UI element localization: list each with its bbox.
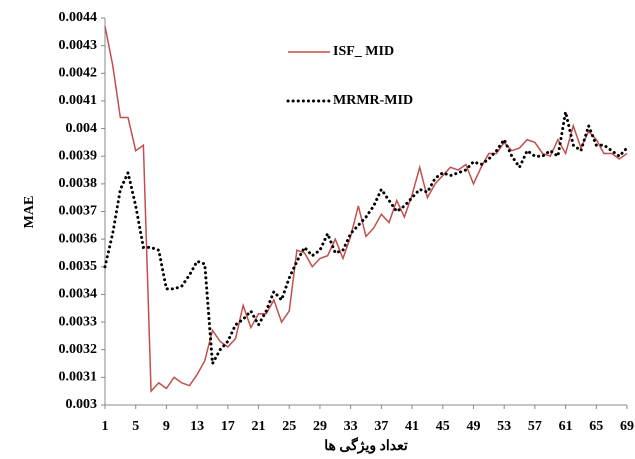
legend-label: MRMR-MID [333, 93, 413, 108]
y-tick-label: 0.0032 [59, 342, 98, 357]
y-tick-label: 0.0033 [59, 314, 98, 329]
y-tick-label: 0.0036 [59, 231, 98, 246]
x-tick-label: 5 [132, 419, 139, 434]
x-tick-label: 57 [528, 419, 542, 434]
y-tick-label: 0.0041 [59, 93, 98, 108]
series-line [103, 111, 629, 369]
y-tick-label: 0.0031 [59, 370, 98, 385]
y-tick-label: 0.0035 [59, 259, 98, 274]
x-tick-label: 41 [405, 419, 419, 434]
x-tick-label: 37 [374, 419, 388, 434]
y-tick-label: 0.004 [66, 121, 98, 136]
x-tick-label: 45 [436, 419, 450, 434]
x-axis-label: تعداد ویژگی ها [324, 437, 408, 454]
x-tick-label: 1 [102, 419, 109, 434]
series-line [104, 26, 628, 394]
x-tick-label: 69 [620, 419, 634, 434]
x-tick-label: 21 [252, 419, 266, 434]
y-tick-label: 0.0044 [59, 10, 98, 25]
y-tick-label: 0.0039 [59, 148, 98, 163]
x-tick-label: 17 [221, 419, 235, 434]
x-tick-label: 13 [190, 419, 204, 434]
legend-label: ISF_ MID [333, 44, 394, 59]
x-tick-label: 9 [163, 419, 170, 434]
y-axis-label: MAE [22, 196, 37, 229]
x-tick-label: 61 [559, 419, 573, 434]
y-tick-label: 0.0042 [59, 66, 98, 81]
y-tick-label: 0.0037 [59, 204, 98, 219]
y-tick-label: 0.003 [66, 397, 98, 412]
y-tick-label: 0.0038 [59, 176, 98, 191]
x-tick-label: 53 [497, 419, 511, 434]
y-tick-label: 0.0043 [59, 38, 98, 53]
x-tick-label: 25 [282, 419, 296, 434]
x-tick-label: 49 [466, 419, 480, 434]
x-tick-label: 65 [589, 419, 603, 434]
y-tick-label: 0.0034 [59, 287, 98, 302]
x-tick-label: 29 [313, 419, 327, 434]
x-tick-label: 33 [344, 419, 358, 434]
